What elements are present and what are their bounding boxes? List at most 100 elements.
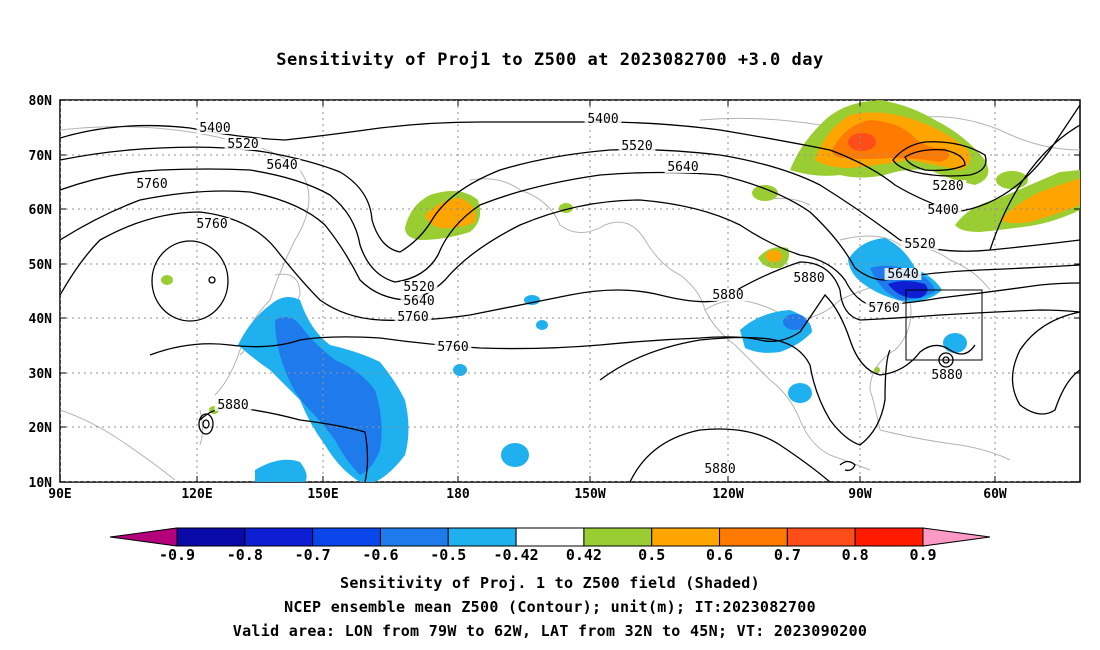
contour-label-bg bbox=[618, 140, 656, 152]
contour-labels: 5400552056405760576054005520564052805400… bbox=[133, 112, 967, 477]
contour-label-bg bbox=[901, 238, 939, 250]
shade-positive-canada-peak bbox=[848, 133, 876, 151]
z500-contours bbox=[60, 104, 1080, 482]
colorbar-label: -0.8 bbox=[227, 546, 263, 564]
contour-label: 5400 bbox=[927, 203, 958, 218]
contour-label: 5640 bbox=[887, 267, 918, 282]
shade-positive-rockies-core bbox=[766, 250, 782, 262]
colorbar-box bbox=[786, 527, 856, 547]
shade-positive-c bbox=[752, 185, 778, 201]
contour-label: 5640 bbox=[667, 160, 698, 175]
contour-label-bg bbox=[701, 463, 739, 475]
colorbar bbox=[109, 527, 991, 547]
lat-label: 70N bbox=[29, 149, 53, 164]
contour-label-bg bbox=[584, 113, 622, 125]
contour-label-bg bbox=[400, 295, 438, 307]
colorbar-left-triangle bbox=[109, 527, 178, 547]
shade-positive-bering-core bbox=[425, 198, 476, 229]
lat-label: 50N bbox=[29, 258, 53, 273]
contour-label: 5880 bbox=[712, 288, 743, 303]
shade-negative-d bbox=[536, 320, 548, 330]
colorbar-label: 0.5 bbox=[638, 546, 665, 564]
colorbar-label: 0.9 bbox=[909, 546, 936, 564]
lat-label: 10N bbox=[29, 476, 53, 491]
contour-label: 5760 bbox=[437, 340, 468, 355]
lon-label: 90E bbox=[48, 487, 71, 502]
contour-label-bg bbox=[929, 180, 967, 192]
contour-label-bg bbox=[263, 159, 301, 171]
contour-label: 5880 bbox=[793, 271, 824, 286]
lat-label: 40N bbox=[29, 312, 53, 327]
contour-label-bg bbox=[394, 311, 432, 323]
colorbar-box bbox=[379, 527, 449, 547]
contour-label: 5400 bbox=[587, 112, 618, 127]
colorbar-label: -0.7 bbox=[295, 546, 331, 564]
contour-label: 5760 bbox=[196, 217, 227, 232]
contour-label-bg bbox=[884, 268, 922, 280]
lon-label: 120E bbox=[181, 487, 212, 502]
shade-negative-a bbox=[453, 364, 467, 376]
colorbar-label: 0.6 bbox=[706, 546, 733, 564]
contour-label: 5640 bbox=[266, 158, 297, 173]
lat-label: 80N bbox=[29, 94, 53, 109]
contour-label-bg bbox=[193, 218, 231, 230]
colorbar-label: 0.7 bbox=[774, 546, 801, 564]
contour-label: 5520 bbox=[904, 237, 935, 252]
valid-area-box bbox=[905, 289, 983, 361]
contour-label: 5760 bbox=[868, 301, 899, 316]
contour-label: 5760 bbox=[397, 310, 428, 325]
shade-positive-tiny bbox=[874, 367, 880, 373]
colorbar-right-triangle bbox=[922, 527, 991, 547]
contour-label-bg bbox=[214, 399, 252, 411]
contour-label: 5880 bbox=[704, 462, 735, 477]
contour-label-bg bbox=[709, 289, 747, 301]
contour-label-bg bbox=[434, 341, 472, 353]
contour-label-bg bbox=[664, 161, 702, 173]
colorbar-box bbox=[176, 527, 246, 547]
longitude-labels: 90E 120E 150E 180 150W 120W 90W 60W bbox=[48, 487, 1007, 502]
lon-label: 120W bbox=[712, 487, 743, 502]
colorbar-labels: -0.9 -0.8 -0.7 -0.6 -0.5 -0.42 0.42 0.5 0.6 0.7 0.… bbox=[159, 546, 937, 564]
lon-label: 150E bbox=[307, 487, 338, 502]
caption-line-1: Sensitivity of Proj. 1 to Z500 field (Sh… bbox=[340, 574, 760, 592]
shade-negative-centralus-core bbox=[783, 314, 807, 330]
contour-label-bg bbox=[928, 369, 966, 381]
map-title: Sensitivity of Proj1 to Z500 at 20230827… bbox=[276, 50, 824, 70]
lon-label: 180 bbox=[446, 487, 470, 502]
contour-label-bg bbox=[400, 281, 438, 293]
latitude-labels: 80N 70N 60N 50N 40N 30N 20N 10N bbox=[29, 94, 53, 491]
shade-negative-nwpacific-core bbox=[275, 316, 382, 475]
colorbar-box bbox=[854, 527, 924, 547]
shade-negative-nwpacific-south bbox=[255, 459, 307, 482]
colorbar-label: 0.42 bbox=[566, 546, 602, 564]
caption-line-3: Valid area: LON from 79W to 62W, LAT fro… bbox=[232, 622, 868, 640]
colorbar-box bbox=[312, 527, 381, 547]
contour-label: 5640 bbox=[403, 294, 434, 309]
lon-label: 60W bbox=[983, 487, 1007, 502]
contour-label: 5520 bbox=[621, 139, 652, 154]
lon-label: 150W bbox=[574, 487, 605, 502]
lon-label: 90W bbox=[848, 487, 872, 502]
contour-label: 5400 bbox=[199, 121, 230, 136]
contour-label: 5880 bbox=[217, 398, 248, 413]
contour-label-bg bbox=[224, 138, 262, 150]
caption-line-2: NCEP ensemble mean Z500 (Contour); unit(… bbox=[284, 598, 816, 616]
contour-label-bg bbox=[133, 178, 171, 190]
contour-label-bg bbox=[865, 302, 903, 314]
shade-positive-b bbox=[161, 275, 173, 285]
contour-label-bg bbox=[924, 204, 962, 216]
colorbar-label: -0.6 bbox=[362, 546, 398, 564]
colorbar-box bbox=[447, 527, 517, 547]
shade-negative-c bbox=[501, 443, 529, 467]
contour-label: 5520 bbox=[403, 280, 434, 295]
shade-positive-labrador bbox=[955, 170, 1080, 232]
colorbar-label: -0.5 bbox=[430, 546, 466, 564]
colorbar-label: 0.8 bbox=[842, 546, 869, 564]
shade-negative-b bbox=[524, 295, 540, 305]
shade-negative-gulf bbox=[788, 383, 812, 403]
lat-label: 20N bbox=[29, 421, 53, 436]
contour-label: 5280 bbox=[932, 179, 963, 194]
colorbar-box bbox=[651, 527, 721, 547]
colorbar-box bbox=[719, 527, 788, 547]
